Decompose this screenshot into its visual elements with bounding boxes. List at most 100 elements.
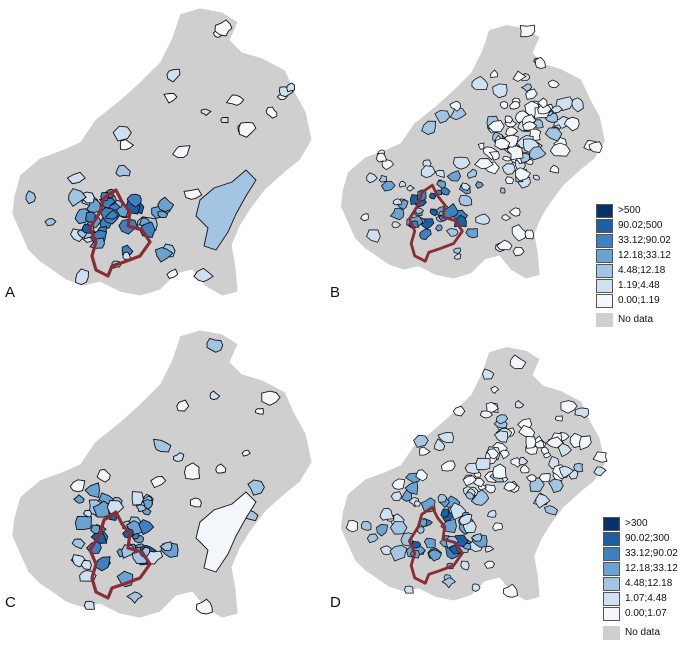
municipality-polygon: [420, 165, 436, 179]
municipality-polygon: [499, 100, 509, 110]
municipality-polygon: [487, 120, 505, 133]
municipality-polygon: [404, 585, 414, 594]
municipality-polygon: [119, 139, 135, 151]
legend-swatch: [603, 592, 620, 606]
municipality-polygon: [514, 400, 525, 409]
municipality-polygon: [593, 466, 607, 477]
municipality-polygon: [495, 414, 509, 425]
municipality-polygon: [90, 524, 101, 534]
municipality-polygon: [184, 462, 201, 480]
legend-label: 0.00;1.19: [618, 295, 660, 306]
panel-label-c: C: [5, 594, 16, 611]
municipality-polygon: [195, 598, 213, 615]
municipality-polygon: [135, 504, 147, 513]
municipality-polygon: [496, 239, 513, 251]
municipality-polygon: [537, 97, 548, 109]
legend-label: 12.18;33.12: [625, 563, 678, 574]
municipality-polygon: [461, 182, 471, 191]
municipality-polygon: [381, 159, 395, 171]
municipality-polygon: [500, 187, 506, 194]
municipality-polygon: [126, 591, 143, 604]
municipality-polygon: [492, 463, 507, 479]
municipality-polygon: [247, 479, 265, 496]
municipality-polygon: [485, 401, 500, 413]
municipality-polygon: [486, 510, 497, 518]
municipality-polygon: [366, 533, 379, 543]
municipality-polygon: [397, 199, 409, 211]
panel-label-d: D: [330, 594, 341, 611]
municipality-polygon: [492, 522, 503, 532]
map-panel-d: D: [330, 322, 630, 622]
municipality-polygon: [441, 577, 457, 589]
municipality-polygon: [518, 457, 529, 466]
municipality-polygon: [389, 207, 405, 221]
municipality-polygon: [166, 68, 181, 83]
municipality-polygon: [483, 560, 496, 569]
municipality-polygon: [547, 79, 560, 89]
municipality-polygon: [360, 521, 372, 531]
municipality-polygon: [200, 108, 212, 116]
municipality-polygon: [172, 452, 185, 462]
municipality-polygon: [484, 545, 495, 553]
municipality-polygon: [475, 181, 484, 189]
municipality-polygon: [214, 19, 233, 37]
municipality-polygon: [376, 523, 388, 537]
panel-label-b: B: [330, 284, 341, 301]
municipality-polygon: [389, 544, 408, 562]
municipality-polygon: [106, 500, 125, 515]
legend-swatch: [596, 264, 613, 278]
municipality-polygon: [592, 451, 608, 463]
municipality-polygon: [83, 600, 96, 610]
municipality-polygon: [558, 465, 575, 479]
municipality-polygon: [506, 145, 524, 161]
region-base: [11, 329, 313, 619]
municipality-polygon: [172, 145, 191, 159]
municipality-polygon: [563, 116, 580, 132]
municipality-polygon: [449, 100, 462, 112]
municipality-polygon: [433, 438, 446, 451]
municipality-polygon: [112, 125, 132, 142]
municipality-polygon: [157, 210, 169, 219]
municipality-polygon: [423, 537, 436, 549]
municipality-polygon: [479, 410, 493, 419]
legend-label: 0.00;1.07: [625, 608, 667, 619]
municipality-polygon: [220, 117, 229, 124]
municipality-polygon: [153, 438, 172, 453]
municipality-polygon: [571, 97, 584, 113]
municipality-polygon: [493, 430, 509, 443]
municipality-polygon: [415, 469, 428, 482]
municipality-polygon: [466, 168, 477, 179]
municipality-polygon: [560, 400, 578, 414]
municipality-polygon: [68, 188, 87, 207]
legend-label: 4.48;12.18: [618, 265, 666, 276]
municipality-polygon: [429, 208, 439, 217]
municipality-polygon: [528, 146, 547, 161]
municipality-polygon: [543, 452, 552, 459]
municipality-polygon: [391, 221, 402, 229]
municipality-polygon: [440, 508, 450, 519]
legend-swatch: [596, 249, 613, 263]
municipality-polygon: [376, 152, 387, 163]
municipality-polygon: [154, 247, 174, 263]
municipality-polygon: [445, 228, 459, 237]
municipality-polygon: [380, 180, 396, 192]
municipality-polygon: [525, 435, 537, 449]
legend-swatch-no-data: [596, 313, 613, 327]
legend-swatch: [596, 219, 613, 233]
municipality-polygon: [573, 463, 584, 473]
municipality-polygon: [474, 158, 494, 169]
municipality-polygon: [406, 184, 416, 192]
municipality-polygon: [206, 337, 224, 353]
municipality-polygon: [427, 549, 442, 562]
panel-label-a: A: [5, 284, 16, 301]
municipality-polygon: [398, 180, 407, 188]
municipality-polygon: [494, 137, 511, 150]
municipality-polygon: [419, 446, 431, 456]
municipality-polygon: [543, 505, 559, 516]
municipality-polygon: [486, 448, 499, 460]
municipality-polygon: [391, 478, 406, 490]
legend-label: 4.48;12.18: [625, 578, 673, 589]
municipality-polygon: [166, 268, 179, 279]
municipality-polygon: [378, 175, 388, 183]
municipality-polygon: [434, 110, 451, 124]
